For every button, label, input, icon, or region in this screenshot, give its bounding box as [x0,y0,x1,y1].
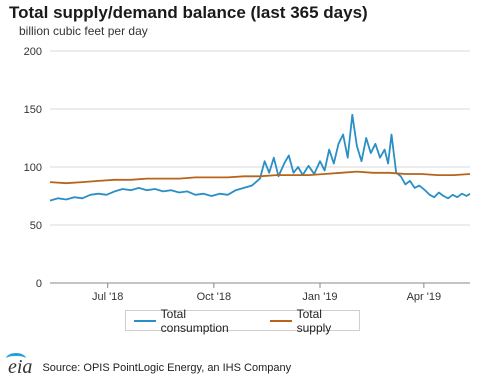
legend-swatch-consumption [134,319,156,322]
x-tick-label: Apr '19 [407,291,442,303]
y-tick-label: 50 [30,220,42,232]
series-line-supply [49,170,471,185]
legend-label-supply: Total supply [296,306,332,335]
eia-logo: eia [5,353,33,378]
x-tick-label: Jul '18 [92,291,123,303]
grid-lines [50,50,470,284]
x-tick-label: Oct '18 [197,291,232,303]
series-lines [49,113,471,202]
legend-item-consumption: Total consumption [134,307,256,335]
y-tick-label: 150 [24,104,42,116]
chart-title: Total supply/demand balance (last 365 da… [9,3,368,22]
y-tick-label: 0 [36,278,42,290]
x-tick-label: Jan '19 [302,291,337,303]
y-tick-label: 200 [24,46,42,58]
series-line-consumption [49,113,471,202]
chart-plot: 0 50 100 150 200 Jul '18 Oct '18 Jan '19 Apr '1… [24,46,471,303]
legend-swatch-supply [269,319,292,322]
chart-legend: Total consumption Total supply [125,307,360,335]
y-tick-label: 100 [24,162,42,174]
source-text: Source: OPIS PointLogic Energy, an IHS C… [42,361,292,374]
source-footer: eia Source: OPIS PointLogic Energy, an I… [5,353,292,379]
legend-label-consumption: Total consumption [160,306,229,335]
y-axis-unit-label: billion cubic feet per day [19,24,148,38]
x-tick-labels: Jul '18 Oct '18 Jan '19 Apr '19 [92,283,441,303]
y-tick-labels: 0 50 100 150 200 [24,46,42,290]
legend-item-supply: Total supply [269,306,359,335]
